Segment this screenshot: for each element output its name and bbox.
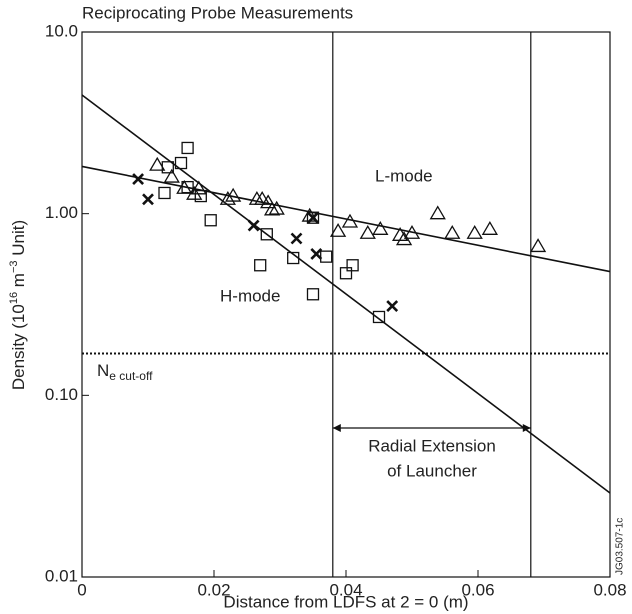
x-tick-label: 0.08: [593, 580, 626, 599]
triangle-point: [466, 224, 483, 239]
square-point: [254, 259, 267, 272]
cross-point: [310, 248, 323, 260]
square-point: [204, 214, 217, 227]
square-point: [161, 161, 174, 174]
annotation: Radial Extension: [368, 436, 496, 455]
cross-point: [142, 193, 154, 206]
cross-point: [247, 219, 260, 232]
square-point: [260, 228, 273, 241]
x-tick-label: 0.02: [197, 580, 230, 599]
cross-point: [307, 211, 319, 224]
triangle-point: [372, 221, 389, 235]
square-point: [306, 288, 320, 301]
square-point: [372, 310, 386, 324]
y-label-sup: 16: [8, 292, 20, 304]
triangle-point: [219, 190, 236, 205]
square-point: [194, 189, 207, 203]
triangle-point: [529, 238, 547, 253]
cross-point: [386, 300, 399, 312]
triangle-point: [429, 205, 446, 220]
triangle-point: [359, 224, 376, 239]
square-point: [181, 180, 194, 194]
triangle-point: [403, 224, 421, 239]
chart-title: Reciprocating Probe Measurements: [82, 3, 353, 22]
triangle-point: [259, 194, 277, 209]
y-tick-label: 10.0: [45, 21, 78, 40]
cutoff-label-sub: e cut-off: [109, 369, 153, 383]
annotation: of Launcher: [387, 461, 477, 480]
square-point: [287, 251, 300, 265]
fit-label: L-mode: [375, 166, 433, 185]
fit-label: H-mode: [220, 286, 280, 305]
y-label-sup: −3: [8, 260, 20, 273]
cutoff-label-part: N: [97, 361, 109, 380]
x-axis-label: Distance from LDFS at 2 = 0 (m): [223, 592, 468, 611]
triangle-point: [190, 180, 207, 195]
triangle-point: [254, 190, 271, 205]
triangle-point: [329, 222, 347, 237]
y-tick-label: 0.01: [45, 566, 78, 585]
square-point: [158, 186, 171, 200]
cross-point: [132, 173, 145, 186]
y-tick-label: 1.00: [45, 203, 78, 222]
y-label-part: Unit): [9, 220, 28, 261]
square-point: [181, 141, 194, 155]
y-tick-label: 0.10: [45, 385, 78, 404]
triangle-point: [341, 213, 359, 228]
square-point: [339, 267, 353, 280]
square-point: [174, 156, 188, 170]
y-label-part: m: [9, 273, 28, 292]
x-tick-label: 0: [77, 580, 86, 599]
cutoff-label: Ne cut-off: [97, 361, 153, 383]
x-tick-label: 0.06: [461, 580, 494, 599]
y-label-part: Density (10: [9, 304, 28, 390]
figure-id: JG03.507-1c: [615, 518, 626, 575]
triangle-point: [263, 201, 281, 216]
x-tick-label: 0.04: [329, 580, 362, 599]
triangle-point: [225, 187, 242, 202]
triangle-point: [163, 168, 180, 183]
triangle-point: [149, 156, 166, 171]
y-axis-label: Density (1016 m−3 Unit): [8, 220, 29, 390]
square-point: [346, 259, 359, 272]
triangle-point: [481, 221, 499, 235]
cross-point: [290, 232, 303, 245]
square-point: [320, 250, 333, 263]
triangle-point: [444, 224, 461, 239]
triangle-point: [268, 200, 285, 215]
fit-line: [81, 165, 611, 273]
square-point: [306, 211, 320, 224]
